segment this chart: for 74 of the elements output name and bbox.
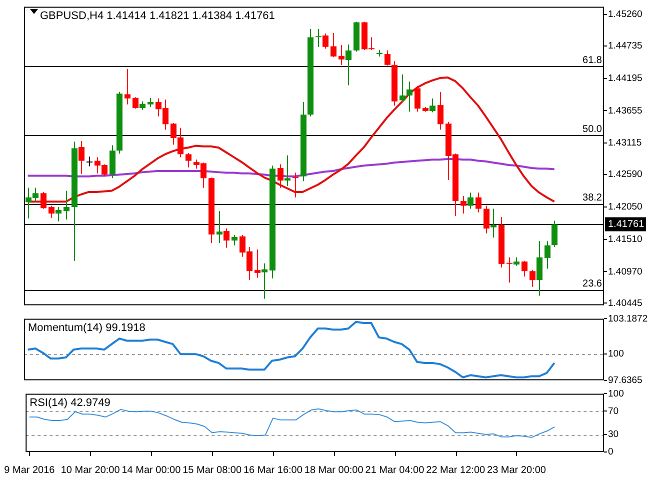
annotation: 38.2 (582, 192, 602, 204)
candlestick (262, 262, 268, 300)
x-tick-label: 18 Mar 00:00 (304, 464, 364, 476)
candlestick (186, 152, 192, 168)
candlestick (400, 74, 406, 103)
candlestick (490, 208, 496, 238)
candlestick (552, 220, 558, 248)
y-tick-label: 97.6365 (608, 374, 642, 386)
candlestick (232, 234, 238, 246)
candlestick (40, 191, 46, 210)
candlestick (476, 192, 482, 213)
chart-title: Momentum(14) 99.1918 (28, 322, 146, 334)
candlestick (284, 154, 290, 186)
y-tick-label: 1.43115 (608, 138, 642, 149)
x-tick-label: 23 Mar 20:00 (487, 464, 546, 476)
candlestick (48, 205, 54, 218)
candlestick (530, 269, 536, 288)
candlestick (322, 33, 328, 50)
chart-title: GBPUSD,H4 1.41414 1.41821 1.41384 1.41761 (40, 10, 275, 22)
y-tick-label: 1.44735 (608, 40, 642, 52)
candlestick (254, 249, 260, 278)
candlestick (86, 156, 93, 167)
candlestick (56, 206, 62, 222)
x-tick-label: 16 Mar 16:00 (244, 464, 303, 476)
x-tick-label: 22 Mar 12:00 (426, 464, 486, 476)
x-tick-label: 21 Mar 04:00 (365, 464, 425, 476)
candlestick (292, 172, 299, 198)
candlestick (430, 98, 436, 113)
candlestick (278, 164, 284, 188)
candlestick (124, 68, 130, 105)
candlestick (544, 240, 550, 270)
candlestick (468, 192, 474, 210)
x-tick-label: 10 Mar 20:00 (60, 464, 120, 476)
candlestick (78, 140, 84, 174)
y-tick-label: 1.44195 (608, 72, 642, 84)
y-tick-label: 1.43655 (608, 105, 642, 116)
candlestick (315, 28, 322, 48)
candlestick (506, 256, 513, 284)
candlestick (460, 196, 466, 214)
x-tick-label: 9 Mar 2016 (4, 464, 56, 476)
x-tick-label: 14 Mar 00:00 (122, 464, 182, 476)
annotation: 23.6 (582, 278, 602, 290)
y-tick-label: 1.42050 (608, 202, 642, 213)
y-tick-label: 70 (608, 406, 619, 417)
candlestick (132, 96, 138, 110)
y-tick-label: 1.45260 (608, 9, 642, 20)
candlestick (484, 205, 490, 234)
candlestick (522, 260, 528, 278)
y-tick-label: 1.40445 (608, 298, 642, 309)
candlestick (438, 91, 444, 130)
ref-line-label: 1.41761 (608, 219, 645, 230)
candlestick (216, 210, 222, 244)
candlestick (414, 85, 420, 112)
candlestick (110, 144, 116, 179)
annotation: 61.8 (582, 54, 602, 66)
chart-title: RSI(14) 42.9749 (30, 397, 110, 410)
candlestick (406, 81, 412, 112)
candlestick (536, 240, 542, 296)
annotation: 50.0 (582, 124, 602, 135)
y-tick-label: 100 (608, 348, 624, 360)
candlestick (338, 44, 344, 66)
candlestick (330, 32, 336, 58)
y-tick-label: 1.42590 (608, 169, 642, 180)
y-tick-label: 30 (608, 429, 619, 440)
y-tick-label: 1.41510 (608, 234, 642, 245)
candlestick (224, 228, 230, 248)
candlestick (64, 190, 70, 220)
x-tick-label: 15 Mar 08:00 (182, 464, 242, 476)
y-tick-label: 0 (608, 446, 614, 458)
candlestick (384, 50, 390, 66)
y-tick-label: 103.1872 (608, 313, 648, 324)
y-tick-label: 100 (608, 388, 624, 400)
candlestick (346, 44, 352, 86)
y-tick-label: 1.40970 (608, 266, 642, 278)
